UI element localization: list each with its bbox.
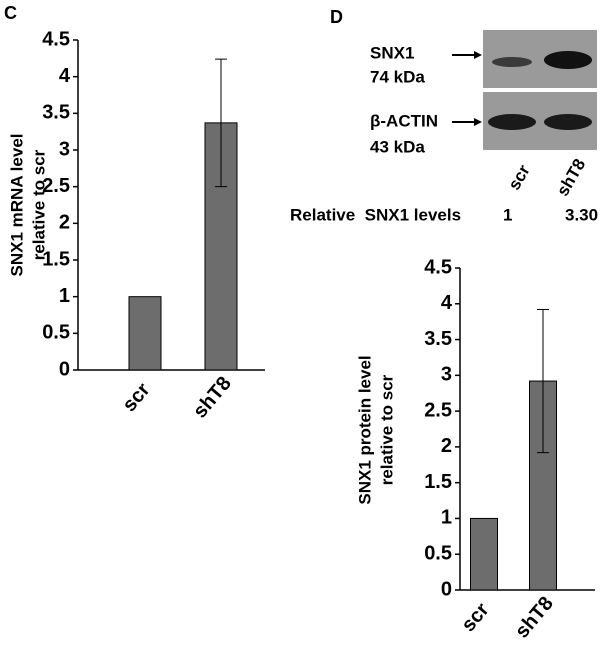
- y-axis-label: SNX1 protein level: [355, 355, 374, 504]
- lane-label: shT8: [553, 156, 589, 200]
- error-bar: [215, 58, 227, 188]
- band-size: 43 kDa: [370, 137, 425, 156]
- band: [492, 57, 532, 67]
- relative-label: Relative SNX1 levels: [290, 205, 461, 224]
- y-tick-label: 0.5: [424, 543, 452, 565]
- y-tick-label: 0: [441, 578, 452, 600]
- bar: [470, 517, 498, 591]
- error-bar: [537, 309, 549, 454]
- y-tick-label: 1.5: [42, 248, 70, 270]
- y-tick-label: 4: [59, 65, 71, 87]
- y-axis-label: relative to scr: [29, 149, 48, 260]
- band: [544, 51, 592, 69]
- western-blot: SNX1 74 kDa β-ACTIN 43 kDa scr shT8 Rela…: [290, 30, 598, 224]
- y-tick-label: 3.5: [42, 102, 70, 124]
- x-tick-label: shT8: [189, 373, 236, 423]
- y-tick-label: 1.5: [424, 471, 452, 493]
- y-tick-label: 4: [441, 292, 453, 314]
- band: [488, 114, 536, 130]
- y-tick-label: 2.5: [42, 175, 70, 197]
- y-axis-label: SNX1 mRNA level: [7, 134, 26, 277]
- y-tick-label: 3: [59, 138, 70, 160]
- arrow-head: [474, 51, 482, 59]
- y-tick-label: 3: [441, 364, 452, 386]
- y-axis-label: relative to scr: [377, 374, 396, 485]
- band-name: β-ACTIN: [370, 111, 438, 130]
- arrow-head: [474, 118, 482, 126]
- y-tick-label: 1: [441, 507, 452, 529]
- y-tick-label: 4.5: [424, 256, 452, 278]
- y-tick-label: 2: [59, 212, 70, 234]
- panel-label: C: [4, 3, 17, 23]
- relative-value: 1: [503, 205, 512, 224]
- x-tick-label: scr: [118, 379, 154, 416]
- bar: [128, 296, 162, 371]
- band-size: 74 kDa: [370, 67, 425, 86]
- panel-label: D: [330, 7, 343, 27]
- x-tick-label: shT8: [511, 593, 558, 643]
- x-tick-label: scr: [457, 599, 493, 636]
- lane-label: scr: [505, 161, 534, 193]
- band-name: SNX1: [370, 43, 414, 62]
- band: [544, 114, 592, 130]
- y-tick-label: 1: [59, 285, 70, 307]
- y-tick-label: 2: [441, 435, 452, 457]
- y-tick-label: 0: [59, 358, 70, 380]
- y-tick-label: 0.5: [42, 322, 70, 344]
- relative-value: 3.30: [565, 205, 598, 224]
- y-tick-label: 2.5: [424, 399, 452, 421]
- y-tick-label: 4.5: [42, 28, 70, 50]
- y-tick-label: 3.5: [424, 328, 452, 350]
